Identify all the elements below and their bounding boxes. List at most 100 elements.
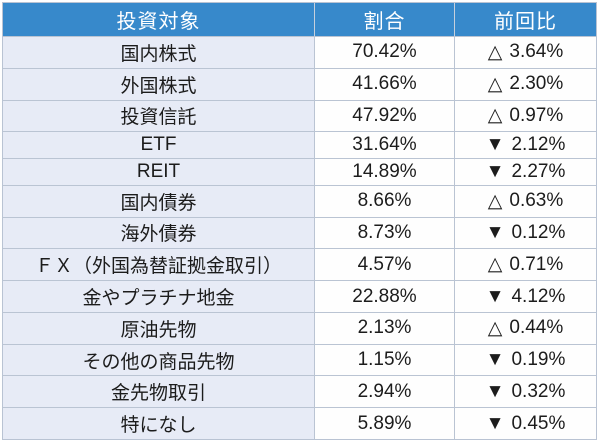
ratio-cell: 31.64% (314, 132, 454, 159)
investment-label-cell: 金やプラチナ地金 (3, 281, 314, 312)
investment-label-cell: 特になし (3, 408, 314, 439)
ratio-cell: 70.42% (314, 37, 454, 68)
ratio-value: 22.88% (352, 285, 417, 307)
investment-label: 金やプラチナ地金 (82, 288, 235, 309)
change-cell: △ 0.97% (454, 100, 596, 132)
change-value: 4.12% (511, 285, 566, 307)
investment-label: 特になし (120, 415, 197, 437)
investment-label: ETF (140, 134, 177, 156)
change-cell: ▼ 4.12% (454, 281, 596, 312)
investment-label: REIT (136, 160, 181, 182)
table-row: ETF 31.64% ▼ 2.12% (3, 131, 596, 159)
investment-label-cell: 海外債券 (3, 217, 314, 249)
table-header-row: 投資対象 割合 前回比 (3, 3, 596, 36)
change-down-triangle-icon: ▼ (485, 349, 505, 371)
change-cell: △ 3.64% (454, 37, 596, 68)
ratio-cell: 8.66% (314, 185, 454, 217)
change-up-triangle-icon: △ (487, 105, 503, 127)
ratio-cell: 5.89% (314, 408, 454, 439)
investment-label-cell: 国内債券 (3, 185, 314, 217)
table-row: 特になし 5.89% ▼ 0.45% (3, 407, 596, 439)
table-row: 金先物取引 2.94% ▼ 0.32% (3, 375, 596, 408)
change-cell: △ 2.30% (454, 68, 596, 100)
ratio-value: 2.94% (357, 380, 412, 402)
change-down-triangle-icon: ▼ (485, 285, 505, 307)
change-down-triangle-icon: ▼ (485, 380, 505, 402)
column-header-investment-target: 投資対象 (116, 11, 201, 33)
change-value: 2.12% (511, 134, 566, 156)
ratio-cell: 41.66% (314, 68, 454, 100)
change-cell: ▼ 0.12% (454, 217, 596, 249)
investment-survey-table: 投資対象 割合 前回比 国内株式 70.42% △ 3.64% 外国株式 41.6… (2, 2, 597, 440)
investment-label-cell: 金先物取引 (3, 376, 314, 408)
ratio-value: 4.57% (357, 253, 412, 275)
change-value: 0.12% (511, 221, 566, 243)
table-row: 外国株式 41.66% △ 2.30% (3, 67, 596, 100)
change-cell: △ 0.63% (454, 185, 596, 217)
investment-label: 国内債券 (120, 192, 197, 214)
investment-label-cell: ＦＸ（外国為替証拠金取引） (3, 249, 314, 281)
ratio-cell: 47.92% (314, 100, 454, 132)
change-value: 3.64% (509, 41, 564, 63)
change-value: 0.19% (511, 349, 566, 371)
investment-label-cell: 原油先物 (3, 312, 314, 344)
investment-label-cell: 外国株式 (3, 68, 314, 100)
ratio-cell: 1.15% (314, 344, 454, 376)
change-down-triangle-icon: ▼ (485, 412, 505, 434)
change-up-triangle-icon: △ (487, 73, 503, 95)
investment-label: 外国株式 (120, 75, 197, 97)
ratio-cell: 22.88% (314, 281, 454, 312)
change-cell: ▼ 0.19% (454, 344, 596, 376)
ratio-cell: 8.73% (314, 217, 454, 249)
change-cell: ▼ 0.45% (454, 408, 596, 439)
change-value: 0.44% (509, 317, 564, 339)
ratio-cell: 4.57% (314, 249, 454, 281)
change-cell: △ 0.44% (454, 312, 596, 344)
table-row: 原油先物 2.13% △ 0.44% (3, 311, 596, 344)
investment-label-cell: ETF (3, 132, 314, 159)
change-down-triangle-icon: ▼ (485, 221, 505, 243)
column-header-change: 前回比 (454, 3, 596, 36)
investment-label-cell: その他の商品先物 (3, 344, 314, 376)
change-value: 0.45% (511, 412, 566, 434)
change-cell: ▼ 2.12% (454, 132, 596, 159)
change-value: 0.32% (511, 380, 566, 402)
table-row: その他の商品先物 1.15% ▼ 0.19% (3, 343, 596, 376)
investment-label: ＦＸ（外国為替証拠金取引） (34, 256, 282, 278)
investment-label-cell: 投資信託 (3, 100, 314, 132)
change-up-triangle-icon: △ (487, 254, 503, 276)
investment-label: 原油先物 (120, 319, 197, 341)
ratio-value: 31.64% (352, 134, 417, 156)
investment-label-cell: REIT (3, 159, 314, 185)
table-row: 金やプラチナ地金 22.88% ▼ 4.12% (3, 280, 596, 312)
ratio-value: 70.42% (352, 41, 417, 63)
ratio-cell: 2.13% (314, 312, 454, 344)
table-row: 国内債券 8.66% △ 0.63% (3, 184, 596, 217)
table-row: REIT 14.89% ▼ 2.27% (3, 158, 596, 185)
change-value: 0.71% (509, 253, 564, 275)
change-cell: ▼ 2.27% (454, 159, 596, 185)
column-header-ratio: 割合 (314, 3, 454, 36)
change-up-triangle-icon: △ (487, 317, 503, 339)
investment-label-cell: 国内株式 (3, 37, 314, 68)
change-value: 0.63% (509, 190, 564, 212)
investment-label: 国内株式 (120, 43, 197, 65)
change-up-triangle-icon: △ (487, 41, 503, 63)
ratio-cell: 2.94% (314, 376, 454, 408)
change-cell: △ 0.71% (454, 249, 596, 281)
ratio-cell: 14.89% (314, 159, 454, 185)
change-value: 2.30% (509, 73, 564, 95)
table-row: ＦＸ（外国為替証拠金取引） 4.57% △ 0.71% (3, 248, 596, 281)
investment-label: 投資信託 (120, 107, 197, 129)
ratio-value: 8.73% (357, 221, 412, 243)
table-row: 投資信託 47.92% △ 0.97% (3, 99, 596, 132)
investment-label: 海外債券 (120, 224, 197, 246)
ratio-value: 47.92% (352, 104, 417, 126)
ratio-value: 2.13% (357, 317, 412, 339)
change-value: 0.97% (509, 104, 564, 126)
ratio-value: 14.89% (352, 160, 417, 182)
ratio-value: 1.15% (357, 349, 412, 371)
change-down-triangle-icon: ▼ (485, 134, 505, 156)
change-down-triangle-icon: ▼ (485, 160, 505, 182)
change-cell: ▼ 0.32% (454, 376, 596, 408)
